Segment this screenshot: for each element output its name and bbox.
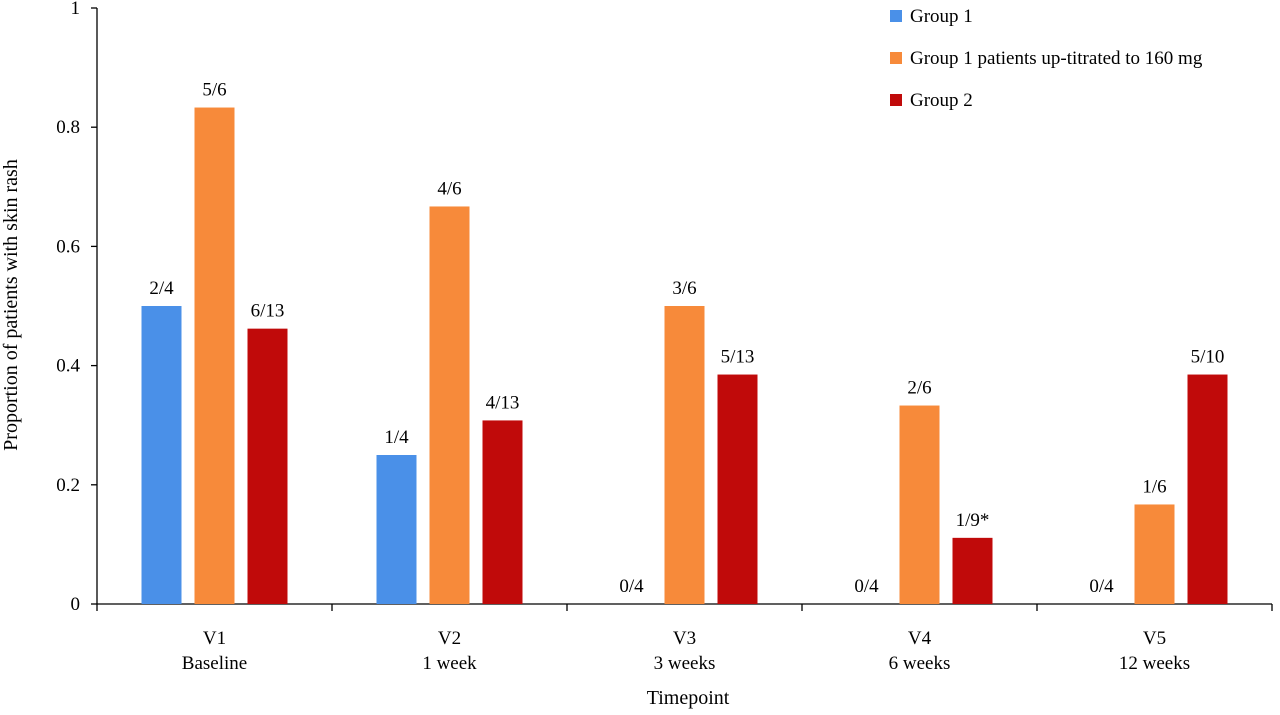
bar-data-label: 2/6: [907, 378, 931, 399]
x-category-sublabel: 1 week: [422, 653, 477, 674]
legend-label: Group 1: [910, 6, 973, 27]
bar: [717, 374, 758, 604]
legend-swatch: [890, 52, 902, 64]
bar-data-label: 0/4: [1089, 576, 1114, 597]
x-category-sublabel: 12 weeks: [1119, 653, 1190, 674]
bar: [482, 420, 523, 604]
bar-data-label: 3/6: [672, 278, 696, 299]
bar: [952, 537, 993, 604]
y-axis-title: Proportion of patients with skin rash: [0, 159, 22, 451]
bar: [899, 405, 940, 604]
y-tick-label: 0.2: [56, 475, 80, 496]
x-category-sublabel: 3 weeks: [654, 653, 716, 674]
bar-data-label: 2/4: [149, 278, 174, 299]
bar-data-label: 1/4: [384, 427, 409, 448]
bar-data-label: 5/6: [202, 80, 226, 101]
bar-data-label: 5/10: [1191, 347, 1225, 368]
x-category-label: V5: [1143, 628, 1166, 649]
bar-data-label: 6/13: [251, 301, 285, 322]
bar: [429, 206, 470, 604]
bar: [1187, 374, 1228, 604]
y-tick-label: 0.8: [56, 117, 80, 138]
bar: [247, 328, 288, 604]
bar-data-label: 0/4: [854, 576, 879, 597]
x-category-label: V3: [673, 628, 696, 649]
legend-swatch: [890, 10, 902, 22]
x-axis-title: Timepoint: [647, 687, 730, 709]
bar-data-label: 4/13: [486, 392, 520, 413]
legend: Group 1 Group 1 patients up-titrated to 1…: [890, 6, 1203, 111]
bar: [194, 107, 235, 605]
x-category-label: V1: [203, 628, 226, 649]
legend-swatch: [890, 94, 902, 106]
axes: 0 0.2 0.4 0.6 0.8 1 V1 Baseline V2 1 week V3 3 week…: [56, 0, 1273, 674]
bar-data-label: 5/13: [721, 347, 755, 368]
bar: [664, 306, 705, 604]
bar-data-label: 4/6: [437, 178, 461, 199]
bar: [376, 455, 417, 604]
y-tick-label: 0: [71, 594, 81, 615]
legend-label: Group 1 patients up-titrated to 160 mg: [910, 48, 1203, 69]
y-tick-label: 0.6: [56, 236, 80, 257]
bar-data-label: 1/6: [1142, 476, 1166, 497]
x-category-label: V4: [908, 628, 932, 649]
bar-data-label: 0/4: [619, 576, 644, 597]
y-tick-label: 1: [71, 0, 81, 19]
y-tick-label: 0.4: [56, 356, 80, 377]
bars: [141, 107, 1228, 605]
x-category-sublabel: 6 weeks: [889, 653, 951, 674]
x-category-label: V2: [438, 628, 461, 649]
x-category-sublabel: Baseline: [182, 653, 247, 674]
bar: [1134, 504, 1175, 604]
bar: [141, 306, 182, 604]
legend-label: Group 2: [910, 90, 973, 111]
bar-data-label: 1/9*: [956, 510, 990, 531]
data-labels: 2/4 5/6 6/13 1/4 4/6 4/13 0/4 3/6 5/13 0/4 2/6 1/9*…: [149, 80, 1224, 597]
